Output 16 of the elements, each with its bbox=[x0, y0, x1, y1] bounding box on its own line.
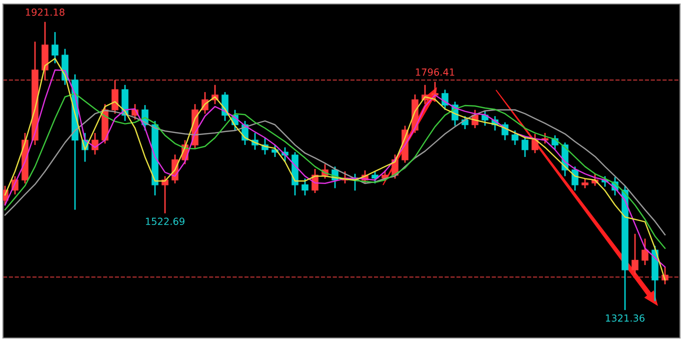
candlestick bbox=[522, 136, 528, 158]
annotation: 1522.69 bbox=[146, 218, 184, 226]
candlestick bbox=[532, 133, 538, 154]
candlestick bbox=[52, 31, 58, 64]
candlestick bbox=[302, 178, 308, 196]
candlestick bbox=[482, 110, 488, 126]
annotation: 1796.41 bbox=[416, 68, 454, 76]
candlestick bbox=[632, 233, 638, 276]
candlestick bbox=[432, 81, 438, 102]
candlestick bbox=[442, 89, 448, 111]
candlestick bbox=[112, 79, 118, 114]
candlestick bbox=[512, 130, 518, 146]
annotation: 1921.18 bbox=[26, 8, 64, 16]
annotation: 1321.36 bbox=[606, 314, 644, 322]
candlestick bbox=[582, 178, 588, 189]
candlestick bbox=[642, 238, 648, 266]
